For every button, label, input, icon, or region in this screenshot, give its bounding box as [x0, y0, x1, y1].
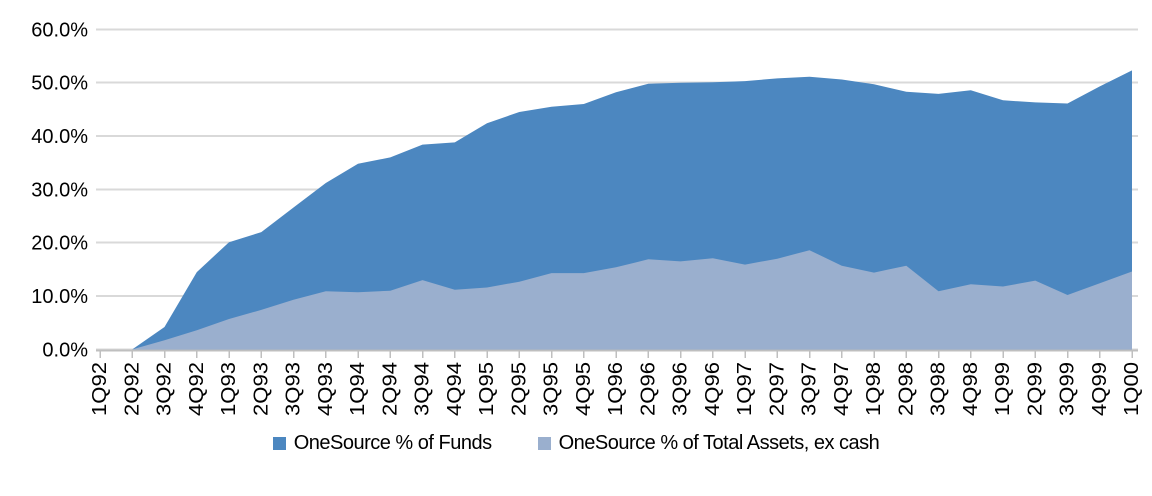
x-axis-label: 3Q96 [670, 362, 692, 416]
x-axis-label: 3Q93 [283, 362, 305, 416]
x-axis-label: 1Q99 [992, 362, 1014, 416]
y-axis-label: 20.0% [31, 233, 88, 255]
legend-label-funds: OneSource % of Funds [293, 432, 492, 454]
x-axis-label: 2Q95 [508, 362, 530, 416]
x-axis-label: 3Q98 [928, 362, 950, 416]
x-axis-label: 2Q99 [1024, 362, 1046, 416]
x-axis-labels: 1Q92 2Q92 3Q92 4Q92 1Q93 2Q93 3Q93 4Q93 1Q94 2Q94… [89, 362, 1143, 416]
x-axis-label: 3Q94 [412, 362, 434, 416]
x-axis-label: 4Q98 [960, 362, 982, 416]
area-series [100, 70, 1132, 350]
x-axis-label: 3Q92 [154, 362, 176, 416]
legend-swatch-assets [537, 437, 551, 450]
legend-item-funds: OneSource % of Funds [272, 432, 492, 455]
y-axis-label: 50.0% [31, 73, 88, 95]
x-axis-label: 1Q95 [476, 362, 498, 416]
y-axis-label: 60.0% [31, 19, 88, 41]
x-axis-label: 4Q95 [573, 362, 595, 416]
area-total-assets [100, 250, 1132, 350]
x-axis-label: 3Q99 [1057, 362, 1079, 416]
x-axis-label: 1Q96 [605, 362, 627, 416]
x-axis-label: 4Q93 [315, 362, 337, 416]
x-axis-label: 4Q96 [702, 362, 724, 416]
x-axis-label: 1Q97 [734, 362, 756, 416]
y-axis-label: 0.0% [42, 339, 88, 361]
x-axis-label: 1Q94 [347, 362, 369, 416]
y-axis-label: 40.0% [31, 126, 88, 148]
legend: OneSource % of Funds OneSource % of Tota… [0, 432, 1152, 455]
y-axis-label: 30.0% [31, 179, 88, 201]
x-axis-label: 2Q96 [637, 362, 659, 416]
x-axis-label: 4Q99 [1089, 362, 1111, 416]
x-axis-label: 4Q94 [444, 362, 466, 416]
y-axis-labels: 0.0% 10.0% 20.0% 30.0% 40.0% 50.0% 60.0% [31, 19, 88, 361]
x-axis-label: 2Q94 [379, 362, 401, 416]
legend-item-assets: OneSource % of Total Assets, ex cash [537, 432, 880, 455]
plot-area: 0.0% 10.0% 20.0% 30.0% 40.0% 50.0% 60.0% 1Q92 2Q… [31, 19, 1143, 416]
x-axis [96, 349, 1138, 358]
x-axis-label: 2Q93 [250, 362, 272, 416]
x-axis-label: 1Q00 [1121, 362, 1143, 416]
x-axis-label: 1Q92 [89, 362, 111, 416]
x-axis-label: 2Q98 [895, 362, 917, 416]
x-axis-label: 2Q92 [121, 362, 143, 416]
x-axis-label: 1Q93 [218, 362, 240, 416]
x-axis-label: 3Q97 [799, 362, 821, 416]
x-axis-label: 2Q97 [766, 362, 788, 416]
x-axis-label: 3Q95 [541, 362, 563, 416]
legend-label-assets: OneSource % of Total Assets, ex cash [558, 432, 880, 454]
x-axis-label: 4Q97 [831, 362, 853, 416]
y-axis-label: 10.0% [31, 286, 88, 308]
legend-swatch-funds [272, 437, 286, 450]
x-axis-label: 4Q92 [186, 362, 208, 416]
x-axis-label: 1Q98 [863, 362, 885, 416]
